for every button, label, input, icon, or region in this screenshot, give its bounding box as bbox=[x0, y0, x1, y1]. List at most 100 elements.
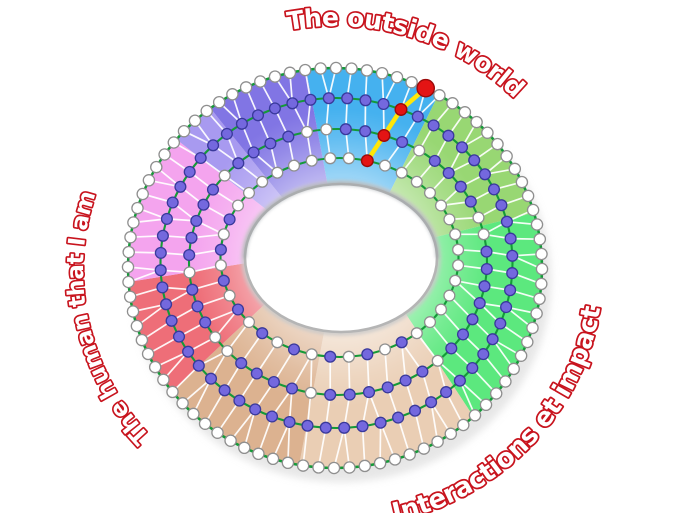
node-white[interactable] bbox=[141, 347, 155, 361]
node-purple[interactable] bbox=[381, 381, 394, 394]
node-purple[interactable] bbox=[183, 165, 196, 178]
node-white[interactable] bbox=[491, 137, 504, 151]
node-white[interactable] bbox=[535, 247, 548, 261]
node-purple[interactable] bbox=[235, 357, 248, 370]
node-purple[interactable] bbox=[440, 386, 453, 399]
node-purple[interactable] bbox=[454, 180, 467, 193]
node-purple[interactable] bbox=[324, 388, 337, 401]
node-purple[interactable] bbox=[264, 137, 277, 150]
node-purple[interactable] bbox=[359, 125, 372, 138]
node-purple[interactable] bbox=[220, 127, 233, 140]
node-purple[interactable] bbox=[361, 348, 374, 361]
node-purple[interactable] bbox=[392, 411, 405, 424]
node-purple[interactable] bbox=[416, 365, 429, 378]
node-purple[interactable] bbox=[495, 199, 508, 212]
node-purple[interactable] bbox=[218, 384, 231, 397]
node-white[interactable] bbox=[218, 169, 231, 182]
node-white[interactable] bbox=[431, 354, 444, 367]
node-purple[interactable] bbox=[506, 267, 519, 280]
node-purple[interactable] bbox=[480, 245, 493, 258]
node-purple[interactable] bbox=[250, 367, 263, 380]
node-white[interactable] bbox=[224, 434, 237, 447]
node-white[interactable] bbox=[123, 290, 137, 304]
node-white[interactable] bbox=[136, 187, 149, 201]
node-purple[interactable] bbox=[206, 183, 220, 196]
node-white[interactable] bbox=[254, 75, 267, 88]
node-purple[interactable] bbox=[466, 361, 479, 375]
node-white[interactable] bbox=[342, 350, 355, 363]
node-purple[interactable] bbox=[247, 146, 260, 159]
node-white[interactable] bbox=[314, 62, 327, 75]
node-white[interactable] bbox=[177, 124, 191, 138]
node-white[interactable] bbox=[305, 154, 318, 167]
node-white[interactable] bbox=[449, 274, 462, 287]
node-white[interactable] bbox=[390, 70, 404, 84]
highlight-node[interactable] bbox=[416, 78, 436, 98]
node-purple[interactable] bbox=[319, 421, 332, 434]
node-white[interactable] bbox=[300, 125, 314, 138]
node-white[interactable] bbox=[130, 319, 144, 333]
node-purple[interactable] bbox=[377, 97, 390, 111]
node-white[interactable] bbox=[256, 175, 269, 188]
node-purple[interactable] bbox=[190, 214, 203, 227]
node-white[interactable] bbox=[470, 115, 483, 129]
node-white[interactable] bbox=[360, 64, 374, 77]
node-purple[interactable] bbox=[156, 229, 169, 242]
node-white[interactable] bbox=[434, 199, 448, 212]
node-white[interactable] bbox=[296, 459, 310, 472]
node-white[interactable] bbox=[444, 427, 458, 441]
node-purple[interactable] bbox=[494, 317, 507, 330]
node-white[interactable] bbox=[535, 277, 548, 291]
node-purple[interactable] bbox=[374, 416, 387, 429]
node-white[interactable] bbox=[468, 409, 482, 422]
node-white[interactable] bbox=[214, 259, 227, 272]
node-white[interactable] bbox=[443, 289, 456, 302]
node-white[interactable] bbox=[188, 114, 202, 127]
node-purple[interactable] bbox=[268, 102, 281, 115]
node-purple[interactable] bbox=[500, 215, 513, 228]
node-white[interactable] bbox=[167, 136, 181, 149]
node-white[interactable] bbox=[242, 316, 256, 329]
node-purple[interactable] bbox=[235, 117, 248, 130]
node-white[interactable] bbox=[489, 387, 503, 400]
node-white[interactable] bbox=[410, 327, 423, 340]
node-purple[interactable] bbox=[214, 243, 227, 256]
node-purple[interactable] bbox=[455, 141, 469, 154]
node-purple[interactable] bbox=[232, 157, 245, 170]
node-purple[interactable] bbox=[480, 262, 493, 276]
node-white[interactable] bbox=[242, 186, 256, 199]
node-purple[interactable] bbox=[468, 154, 481, 167]
node-white[interactable] bbox=[499, 375, 512, 388]
node-purple[interactable] bbox=[285, 382, 299, 395]
node-purple[interactable] bbox=[442, 166, 455, 180]
node-white[interactable] bbox=[515, 175, 529, 189]
node-purple[interactable] bbox=[207, 139, 220, 152]
node-white[interactable] bbox=[211, 426, 224, 439]
node-white[interactable] bbox=[127, 216, 140, 229]
node-purple[interactable] bbox=[194, 151, 207, 165]
node-white[interactable] bbox=[479, 398, 493, 412]
node-purple[interactable] bbox=[282, 130, 295, 143]
node-purple[interactable] bbox=[199, 316, 212, 329]
node-white[interactable] bbox=[176, 397, 189, 410]
node-purple[interactable] bbox=[322, 92, 335, 105]
node-purple[interactable] bbox=[192, 359, 205, 372]
node-white[interactable] bbox=[472, 211, 485, 224]
node-white[interactable] bbox=[223, 289, 236, 302]
node-purple[interactable] bbox=[359, 94, 372, 107]
node-white[interactable] bbox=[239, 81, 253, 94]
node-purple[interactable] bbox=[343, 388, 356, 401]
node-white[interactable] bbox=[200, 104, 213, 118]
node-white[interactable] bbox=[166, 385, 179, 399]
node-white[interactable] bbox=[345, 62, 358, 75]
node-white[interactable] bbox=[157, 373, 170, 387]
node-white[interactable] bbox=[183, 266, 196, 279]
node-purple[interactable] bbox=[466, 313, 479, 326]
node-purple[interactable] bbox=[486, 333, 499, 346]
node-purple[interactable] bbox=[362, 386, 376, 399]
node-white[interactable] bbox=[378, 343, 392, 356]
node-purple[interactable] bbox=[156, 281, 169, 294]
node-purple[interactable] bbox=[427, 119, 440, 132]
node-white[interactable] bbox=[126, 305, 140, 318]
node-white[interactable] bbox=[271, 336, 284, 349]
